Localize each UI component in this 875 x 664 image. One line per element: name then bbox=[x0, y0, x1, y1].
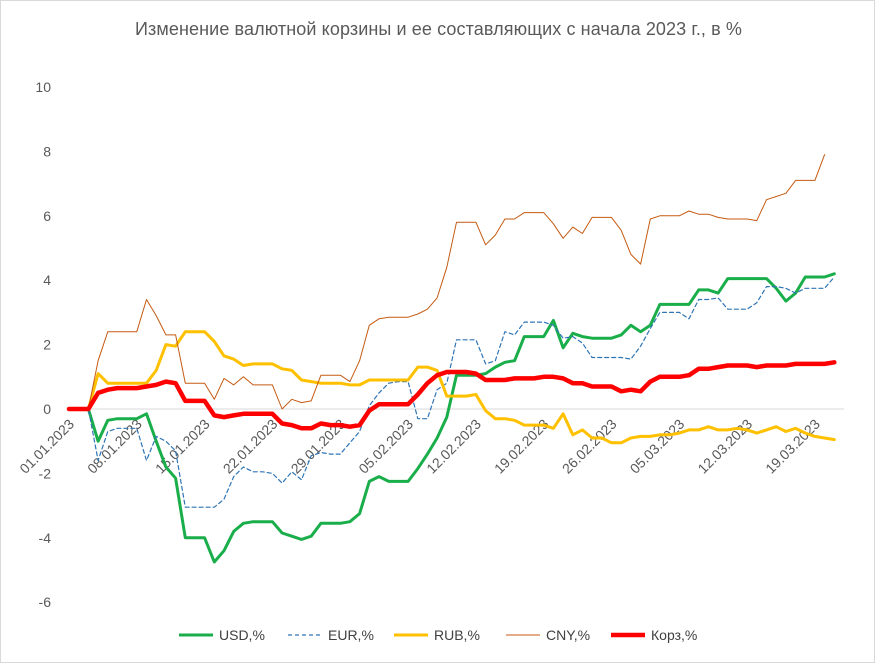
y-tick-label: 4 bbox=[43, 272, 51, 288]
x-tick-label: 05.03.2023 bbox=[627, 416, 688, 477]
y-tick-label: 8 bbox=[43, 143, 51, 159]
y-tick-label: 0 bbox=[43, 401, 51, 417]
y-tick-label: 6 bbox=[43, 208, 51, 224]
legend-label: RUB,% bbox=[434, 627, 480, 643]
series-line bbox=[68, 154, 826, 410]
series-line bbox=[68, 276, 835, 508]
x-tick-label: 19.03.2023 bbox=[762, 416, 823, 477]
chart-title: Изменение валютной корзины и ее составля… bbox=[135, 19, 742, 39]
x-tick-label: 22.01.2023 bbox=[220, 416, 281, 477]
series-lines bbox=[66, 154, 837, 564]
y-tick-label: -4 bbox=[39, 530, 52, 546]
legend-label: Корз,% bbox=[651, 627, 697, 643]
series-line bbox=[67, 272, 836, 564]
y-tick-label: -2 bbox=[39, 465, 52, 481]
series-line bbox=[66, 360, 837, 431]
legend: USD,% EUR,% RUB,% CNY,% Корз,% bbox=[179, 627, 697, 643]
series-line bbox=[67, 330, 836, 445]
legend-label: EUR,% bbox=[328, 627, 374, 643]
x-tick-label: 15.01.2023 bbox=[152, 416, 213, 477]
y-tick-label: 2 bbox=[43, 337, 51, 353]
legend-label: CNY,% bbox=[546, 627, 590, 643]
x-tick-label: 05.02.2023 bbox=[355, 416, 416, 477]
y-tick-label: -6 bbox=[39, 594, 52, 610]
legend-label: USD,% bbox=[219, 627, 265, 643]
x-tick-label: 12.03.2023 bbox=[694, 416, 755, 477]
y-tick-label: 10 bbox=[35, 79, 51, 95]
